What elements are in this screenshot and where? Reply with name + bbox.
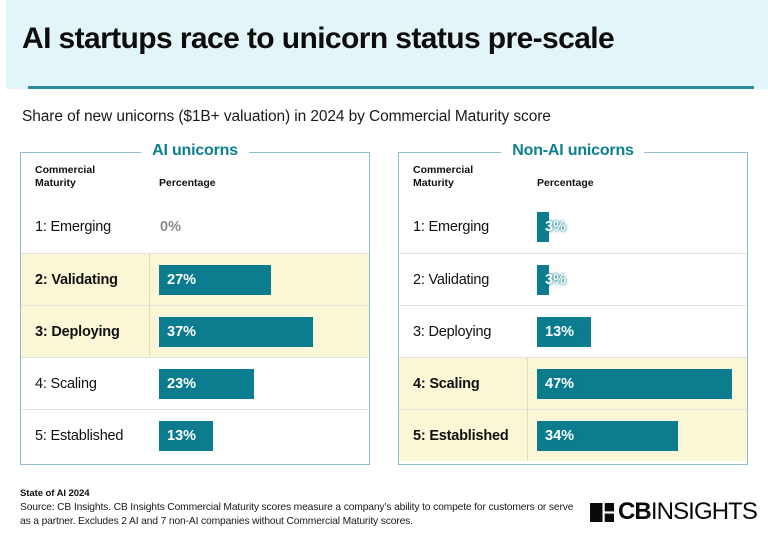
bar-value: 37%: [167, 323, 197, 340]
cell-divider: [527, 358, 528, 409]
column-header-maturity: Commercial Maturity: [413, 164, 503, 189]
footer-source-note: Source: CB Insights. CB Insights Commerc…: [20, 502, 574, 527]
bar: [159, 316, 313, 347]
table-row: 2: Validating 27%: [21, 253, 369, 305]
logo-insights: INSIGHTS: [650, 498, 758, 525]
table-row: 5: Established 13%: [21, 409, 369, 461]
row-label: 1: Emerging: [35, 219, 111, 235]
bar-cell: 27%: [159, 264, 363, 295]
rows-non-ai: 1: Emerging 3% 2: Validating 3% 3: Deplo…: [399, 201, 747, 461]
row-label: 4: Scaling: [413, 375, 480, 392]
bar-cell: 3%: [537, 264, 741, 295]
row-label: 2: Validating: [413, 271, 490, 288]
table-row: 4: Scaling 47%: [399, 357, 747, 409]
bar-cell: 3%: [537, 212, 741, 242]
row-label: 2: Validating: [35, 271, 118, 288]
bar-cell: 47%: [537, 368, 741, 399]
page-title: AI startups race to unicorn status pre-s…: [22, 22, 615, 55]
bar: [159, 264, 271, 295]
cbinsights-logo-text: CBINSIGHTS: [618, 498, 758, 525]
panel-non-ai-unicorns: Non-AI unicorns Commercial Maturity Perc…: [398, 142, 748, 465]
column-header-maturity: Commercial Maturity: [35, 164, 125, 189]
bar: [537, 212, 549, 242]
table-row: 1: Emerging 0%: [21, 201, 369, 253]
bar-value: 13%: [167, 427, 197, 444]
panel-title-non-ai: Non-AI unicorns: [501, 142, 645, 160]
logo-cb: CB: [618, 498, 652, 525]
column-headers-ai: Commercial Maturity Percentage: [21, 153, 369, 201]
bar-cell: 34%: [537, 420, 741, 451]
bar: [159, 420, 213, 451]
bar-value: 23%: [167, 375, 197, 392]
cell-divider: [527, 410, 528, 461]
bar: [537, 264, 549, 295]
column-header-maturity-line2: Maturity: [35, 176, 76, 189]
bar-value: 34%: [545, 427, 575, 444]
row-label: 3: Deploying: [413, 323, 492, 340]
bar-value: 27%: [167, 271, 197, 288]
panel-ai-unicorns: AI unicorns Commercial Maturity Percenta…: [20, 142, 370, 465]
bar-cell: 13%: [159, 420, 363, 451]
bar-cell: 37%: [159, 316, 363, 347]
bar: [537, 420, 678, 451]
cbinsights-logo: CBINSIGHTS: [590, 498, 758, 525]
table-row: 3: Deploying 37%: [21, 305, 369, 357]
subtitle: Share of new unicorns ($1B+ valuation) i…: [22, 108, 551, 125]
bar-cell: 0%: [159, 212, 363, 242]
column-header-percentage: Percentage: [537, 177, 594, 189]
header-banner: AI startups race to unicorn status pre-s…: [6, 0, 768, 89]
table-row: 1: Emerging 3%: [399, 201, 747, 253]
cell-divider: [149, 254, 150, 305]
bar: [537, 316, 591, 347]
panel-title-ai: AI unicorns: [141, 142, 249, 160]
bar-cell: 13%: [537, 316, 741, 347]
header-divider: [28, 86, 754, 89]
cbinsights-logo-mark-icon: [590, 502, 614, 522]
column-header-percentage: Percentage: [159, 177, 216, 189]
row-label: 5: Established: [413, 427, 509, 444]
column-header-maturity-line1: Commercial: [35, 164, 96, 176]
column-header-maturity-line1: Commercial: [413, 164, 474, 176]
row-label: 4: Scaling: [35, 375, 97, 392]
table-row: 2: Validating 3%: [399, 253, 747, 305]
bar-value: 3%: [545, 271, 566, 288]
table-row: 4: Scaling 23%: [21, 357, 369, 409]
bar-value: 47%: [545, 375, 575, 392]
bar-value: 13%: [545, 323, 575, 340]
table-row: 5: Established 34%: [399, 409, 747, 461]
footer: State of AI 2024 Source: CB Insights. CB…: [20, 487, 580, 528]
bar: [537, 368, 732, 399]
row-label: 3: Deploying: [35, 323, 120, 340]
column-headers-non-ai: Commercial Maturity Percentage: [399, 153, 747, 201]
column-header-maturity-line2: Maturity: [413, 176, 454, 189]
bar: [159, 368, 254, 399]
cell-divider: [149, 306, 150, 357]
row-label: 1: Emerging: [413, 219, 489, 235]
rows-ai: 1: Emerging 0% 2: Validating 27% 3: Depl…: [21, 201, 369, 461]
bar-cell: 23%: [159, 368, 363, 399]
row-label: 5: Established: [35, 427, 124, 444]
table-row: 3: Deploying 13%: [399, 305, 747, 357]
bar-value: 3%: [545, 219, 566, 235]
bar-value: 0%: [160, 219, 181, 235]
footer-report-title: State of AI 2024: [20, 488, 90, 499]
